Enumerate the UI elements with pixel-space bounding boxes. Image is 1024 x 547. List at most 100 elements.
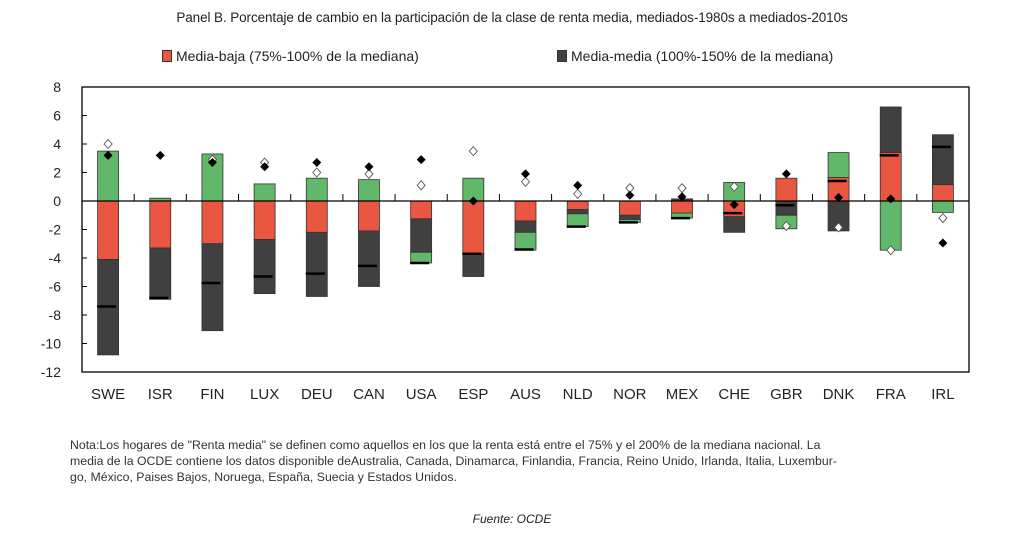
bar-segment-high xyxy=(827,152,850,178)
y-tick-label: 0 xyxy=(53,193,61,209)
bar-group-esp xyxy=(462,177,485,277)
white-diamond-marker xyxy=(364,168,374,180)
bar-segment-high xyxy=(305,177,328,202)
x-tick-label: CAN xyxy=(353,386,385,403)
bar-segment-low xyxy=(879,152,902,202)
y-tick-label: 4 xyxy=(53,136,61,152)
bar-segment-mid xyxy=(775,200,798,216)
bar-segment-high xyxy=(410,251,433,264)
white-diamond-marker xyxy=(103,138,113,150)
x-tick-label: ISR xyxy=(148,386,173,403)
bar-segment-mid xyxy=(253,239,276,295)
white-diamond-marker xyxy=(468,145,478,157)
black-diamond-marker xyxy=(834,192,844,202)
y-tick-label: 2 xyxy=(53,165,61,181)
black-diamond-marker xyxy=(260,162,270,172)
black-diamond-marker xyxy=(729,200,739,210)
x-tick-label: DNK xyxy=(823,386,855,403)
chart-source: Fuente: OCDE xyxy=(472,512,552,526)
bar-group-can xyxy=(358,179,380,287)
bar-group-lux xyxy=(253,183,276,295)
white-diamond-marker xyxy=(520,176,531,187)
legend-swatch-media-baja xyxy=(162,50,172,62)
y-tick-label: -2 xyxy=(49,222,62,238)
x-tick-label: FIN xyxy=(200,386,224,403)
x-tick-label: IRL xyxy=(931,386,954,403)
bar-segment-high xyxy=(358,179,380,202)
bar-segment-low xyxy=(305,200,328,233)
white-diamond-marker xyxy=(833,222,844,233)
x-tick-label: NLD xyxy=(563,386,593,403)
white-diamond-marker xyxy=(312,167,322,178)
bar-group-dnk xyxy=(827,152,850,232)
y-tick-label: 8 xyxy=(53,79,61,95)
chart-title: Panel B. Porcentaje de cambio en la part… xyxy=(176,10,848,25)
bar-segment-low xyxy=(410,200,433,220)
bar-segment-mid xyxy=(149,247,172,300)
white-diamond-marker xyxy=(416,180,426,191)
x-tick-label: CHE xyxy=(718,386,750,403)
bar-group-isr xyxy=(149,197,172,300)
bar-segment-mid xyxy=(514,220,537,233)
black-diamond-marker xyxy=(103,150,113,160)
white-diamond-marker xyxy=(677,182,687,194)
y-tick-label: 6 xyxy=(53,108,61,124)
legend-label-media-baja: Media-baja (75%-100% de la mediana) xyxy=(176,48,419,64)
bar-segment-mid xyxy=(566,209,589,215)
bar-group-usa xyxy=(410,200,433,264)
black-diamond-marker xyxy=(207,158,217,168)
black-diamond-marker xyxy=(573,180,583,190)
x-tick-label: DEU xyxy=(301,386,333,403)
bar-segment-mid xyxy=(879,106,902,153)
bar-group-mex xyxy=(671,198,693,219)
black-diamond-marker xyxy=(416,155,426,165)
legend-item-media-baja: Media-baja (75%-100% de la mediana) xyxy=(162,48,419,64)
bar-segment-mid xyxy=(723,216,746,233)
bar-segment-high xyxy=(514,231,537,251)
black-diamond-marker xyxy=(364,162,374,172)
x-tick-label: FRA xyxy=(876,386,906,403)
y-tick-label: -6 xyxy=(49,279,62,295)
white-diamond-marker xyxy=(938,212,948,224)
legend-label-media-media: Media-media (100%-150% de la mediana) xyxy=(571,48,834,64)
note-line: Nota:Los hogares de "Renta media" se def… xyxy=(70,438,821,452)
bar-group-fin xyxy=(201,153,224,332)
white-diamond-marker xyxy=(573,188,583,200)
y-tick-label: -10 xyxy=(41,336,61,352)
bar-segment-low xyxy=(462,200,485,255)
bar-segment-high xyxy=(879,200,902,251)
x-tick-label: NOR xyxy=(613,386,647,403)
bar-group-fra xyxy=(879,106,902,251)
legend-item-media-media: Media-media (100%-150% de la mediana) xyxy=(557,48,833,64)
black-diamond-marker xyxy=(886,194,896,204)
bar-segment-low xyxy=(358,200,380,232)
x-tick-label: GBR xyxy=(770,386,803,403)
chart-legend: Media-baja (75%-100% de la mediana) Medi… xyxy=(0,48,1024,68)
black-diamond-marker xyxy=(938,238,948,248)
white-diamond-marker xyxy=(781,220,791,232)
bar-segment-high xyxy=(566,213,589,228)
white-diamond-marker xyxy=(729,181,739,192)
note-line: go, México, Paises Bajos, Noruega, Españ… xyxy=(70,470,457,484)
bar-segment-low xyxy=(775,177,798,202)
black-diamond-marker xyxy=(521,169,530,179)
bar-segment-high xyxy=(253,183,276,202)
bar-segment-low xyxy=(201,200,224,245)
black-diamond-marker xyxy=(677,192,687,202)
bar-segment-low xyxy=(149,200,172,249)
x-tick-label: USA xyxy=(406,386,437,403)
bar-segment-low xyxy=(253,200,276,240)
bar-segment-mid xyxy=(932,134,954,186)
bar-segment-low xyxy=(932,184,954,202)
y-tick-label: -4 xyxy=(49,250,62,266)
bar-segment-low xyxy=(618,200,641,216)
black-diamond-marker xyxy=(312,158,322,168)
bar-group-nor xyxy=(618,200,641,223)
white-diamond-marker xyxy=(886,244,896,256)
bar-segment-low xyxy=(671,200,693,214)
bar-chart: 8 6 4 2 0 -2 -4 -6 -8 -10 -12 SWE ISR FIN LUX DEU CAN USA… xyxy=(41,79,970,403)
chart-note: Nota:Los hogares de "Renta media" se def… xyxy=(70,437,970,485)
black-diamond-marker xyxy=(781,169,791,179)
x-tick-label: SWE xyxy=(91,386,125,403)
y-tick-label: -8 xyxy=(49,307,62,323)
